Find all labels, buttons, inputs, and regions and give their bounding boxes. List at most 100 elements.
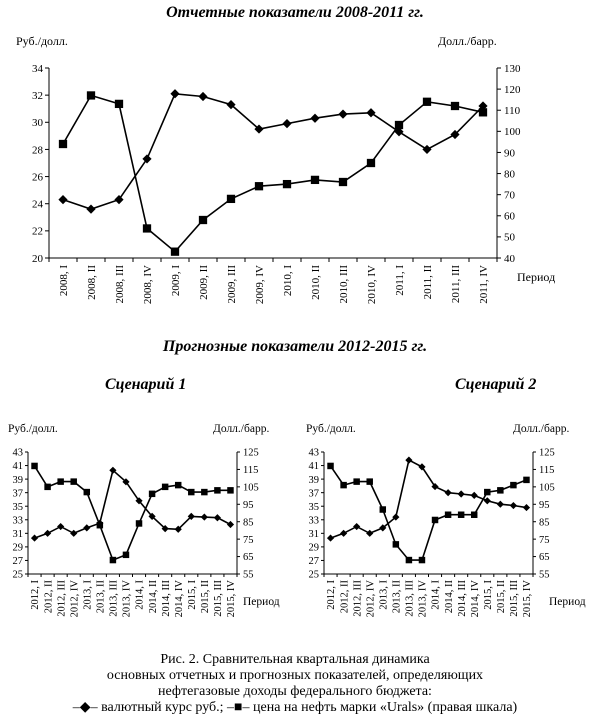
chart2-left-tick-label: 27	[13, 556, 24, 567]
chart2-urals-price-point	[109, 556, 117, 564]
chart1-x-tick-label: 2009, IV	[254, 265, 266, 304]
chart1-urals-price-point	[422, 97, 432, 106]
chart2-urals-price-point	[227, 487, 234, 494]
chart1-x-tick-label: 2011, IV	[478, 265, 490, 304]
chart1-urals-price-point	[170, 247, 180, 256]
chart1-ruble-rate-point	[282, 119, 292, 129]
chart3-left-tick-label: 37	[309, 488, 320, 499]
chart2-ruble-rate-point	[70, 529, 78, 537]
chart1-urals-price-point	[58, 139, 68, 149]
chart1-urals-price-point	[254, 182, 264, 191]
chart3-ruble-rate-point	[522, 503, 531, 512]
chart3-x-tick-label: 2014, III	[457, 580, 468, 617]
chart2-x-tick-label: 2013, III	[109, 580, 120, 617]
chart3-ruble-rate-point	[392, 513, 400, 521]
chart2-right-tick-label: 125	[243, 448, 259, 459]
chart3-urals-price-point	[405, 556, 413, 564]
chart2-right-tick-label: 105	[243, 483, 259, 494]
chart3-x-tick-label: 2014, II	[444, 580, 455, 614]
chart3-x-tick-label: 2015, III	[509, 580, 520, 617]
chart3-ruble-rate-point	[509, 501, 518, 510]
chart2-x-tick-label: 2012, IV	[69, 580, 80, 618]
chart3-ruble-rate-point	[431, 482, 439, 491]
chart2-ruble-rate-point	[187, 512, 195, 520]
chart1-urals-price-point	[198, 215, 208, 225]
chart2-x-axis-label: Период	[243, 596, 280, 608]
chart3-right-tick-label: 85	[539, 517, 550, 528]
chart3-urals-price-point	[431, 516, 439, 524]
chart1-urals-price-point	[338, 177, 348, 187]
chart3-urals-price-point	[327, 462, 334, 470]
chart3-ruble-rate-point	[379, 524, 387, 532]
chart1-left-tick-label: 30	[32, 117, 44, 129]
chart2-x-tick-label: 2012, I	[30, 580, 41, 610]
chart1-ruble-rate-point	[422, 144, 432, 155]
chart3-x-tick-label: 2012, III	[352, 580, 363, 617]
chart2-urals-price-point	[83, 488, 91, 496]
chart2-y2-axis-label: Долл./барр.	[213, 423, 269, 435]
chart2-x-tick-label: 2015, II	[200, 580, 211, 614]
chart3-ruble-rate-line	[330, 458, 527, 539]
caption-line-1: Рис. 2. Сравнительная квартальная динами…	[160, 652, 430, 667]
chart2-urals-price-point	[188, 488, 195, 496]
chart3-ruble-rate-point	[496, 500, 504, 508]
chart3-left-tick-label: 39	[309, 475, 320, 486]
chart2-right-tick-label: 95	[243, 500, 254, 511]
chart2-left-tick-label: 31	[13, 529, 24, 540]
chart2-ruble-rate-point	[213, 514, 222, 522]
chart1-urals-price-point	[226, 194, 236, 204]
chart2-ruble-rate-point	[148, 512, 156, 520]
chart1-urals-price-point	[310, 175, 320, 185]
chart2-right-tick-label: 115	[243, 465, 258, 476]
chart3-x-tick-label: 2014, I	[431, 580, 442, 610]
chart1-right-tick-label: 70	[504, 190, 516, 202]
chart2-ruble-rate-line	[34, 468, 231, 539]
chart2-urals-price-point	[148, 490, 156, 498]
chart3-left-tick-label: 43	[309, 448, 320, 459]
chart1-x-tick-label: 2009, I	[170, 265, 182, 297]
chart3-ruble-rate-point	[326, 534, 335, 542]
chart1-x-tick-label: 2011, II	[422, 265, 434, 300]
chart1-x-tick-label: 2008, II	[86, 265, 98, 300]
chart2-right-tick-label: 55	[243, 570, 254, 581]
chart1-x-tick-label: 2008, III	[114, 265, 126, 304]
chart2-left-tick-label: 41	[13, 461, 24, 472]
chart1-y-axis-label: Руб./долл.	[16, 34, 68, 48]
chart3-ruble-rate-point	[418, 463, 426, 471]
chart2-left-tick-label: 39	[13, 475, 24, 486]
chart1-left-tick-label: 22	[32, 226, 43, 238]
chart-title-forecast: Прогнозные показатели 2012-2015 гг.	[162, 338, 428, 355]
chart2-x-tick-label: 2015, III	[213, 580, 224, 617]
chart1-ruble-rate-point	[114, 195, 124, 205]
chart2-urals-price-point	[201, 488, 208, 496]
chart2-left-tick-label: 29	[13, 543, 24, 554]
chart1-ruble-rate-point	[338, 109, 348, 119]
chart1-x-tick-label: 2011, III	[450, 265, 462, 303]
chart1-urals-price-point	[86, 91, 96, 100]
chart3-x-tick-label: 2015, IV	[522, 580, 533, 618]
chart2-ruble-rate-point	[135, 497, 143, 505]
chart2-ruble-rate-point	[30, 534, 39, 542]
chart1-ruble-rate-point	[254, 124, 264, 134]
chart3-ruble-rate-point	[457, 490, 465, 498]
chart1-ruble-rate-point	[226, 100, 236, 110]
caption-line-3: нефтегазовые доходы федерального бюджета…	[158, 684, 432, 699]
chart1-ruble-rate-point	[450, 129, 460, 140]
chart2-ruble-rate-point	[161, 524, 169, 533]
scenario-2-title: Сценарий 2	[455, 376, 537, 393]
chart1-urals-price-point	[450, 101, 460, 111]
chart3-x-tick-label: 2015, I	[483, 580, 494, 610]
chart3-ruble-rate-point	[444, 489, 452, 497]
chart3-left-tick-label: 29	[309, 543, 320, 554]
chart2-urals-price-point	[174, 481, 182, 489]
chart2-ruble-rate-point	[109, 466, 117, 474]
chart3-ruble-rate-point	[405, 456, 413, 464]
chart2-x-tick-label: 2015, IV	[226, 580, 237, 618]
chart1-right-tick-label: 130	[504, 63, 521, 75]
chart2-urals-price-point	[122, 551, 130, 559]
chart1-ruble-rate-point	[86, 204, 96, 214]
chart2-urals-price-point	[57, 478, 64, 485]
caption-line-2: основных отчетных и прогнозных показател…	[106, 668, 484, 683]
chart3-urals-price-point	[392, 541, 400, 548]
chart3-urals-price-point	[366, 478, 373, 485]
